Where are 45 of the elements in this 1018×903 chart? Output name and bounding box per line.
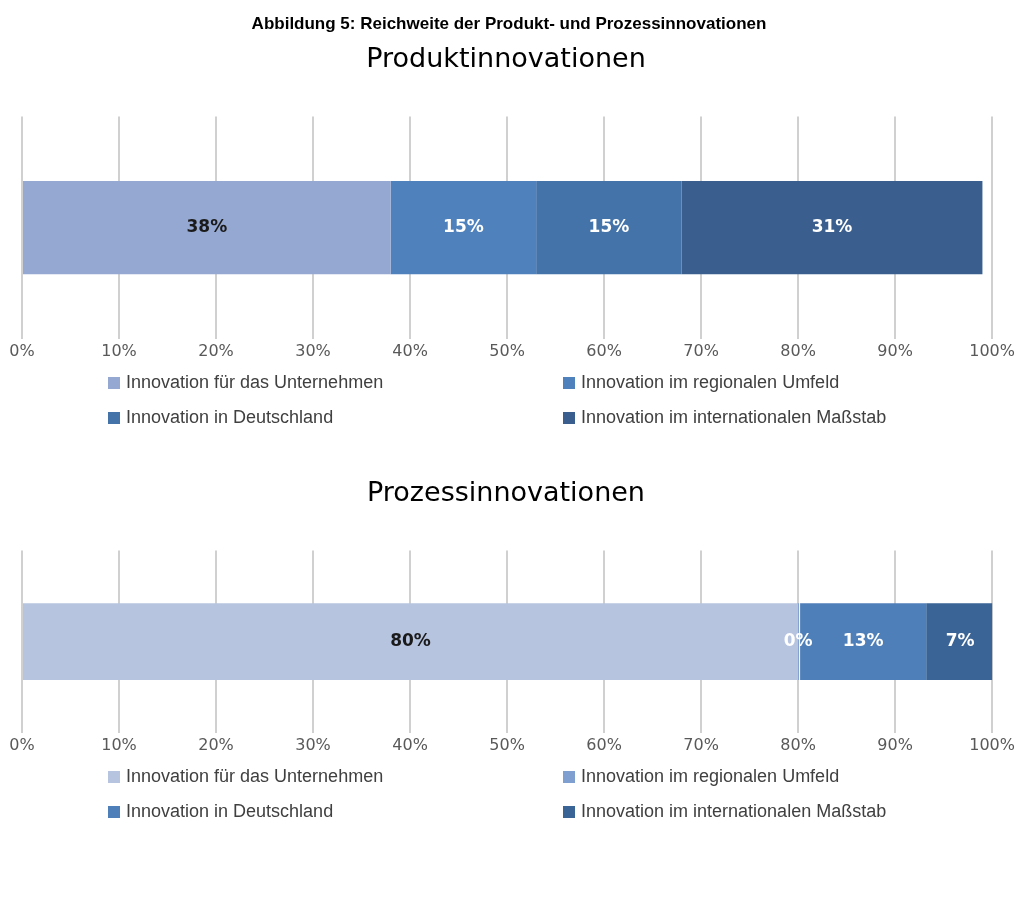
x-tick-label: 0%: [9, 340, 35, 360]
legend-label: Innovation im internationalen Maßstab: [581, 801, 887, 822]
data-label: 7%: [945, 630, 975, 651]
chart-subtitle: Produktinnovationen: [366, 42, 646, 74]
x-tick-label: 70%: [683, 340, 719, 360]
x-tick-label: 10%: [101, 734, 137, 754]
bar: [926, 603, 993, 680]
data-label: 15%: [588, 216, 630, 237]
legend-label: Innovation im regionalen Umfeld: [581, 372, 840, 393]
chart-subtitle: Prozessinnovationen: [367, 476, 645, 508]
x-tick-label: 90%: [877, 340, 913, 360]
data-label: 13%: [842, 630, 884, 651]
bar: [536, 180, 682, 275]
chart-title: Abbildung 5: Reichweite der Produkt- und Prozessinnovationen: [250, 14, 768, 34]
x-tick-label: 20%: [198, 734, 234, 754]
x-tick-label: 30%: [295, 734, 331, 754]
x-tick-label: 0%: [9, 734, 35, 754]
bar: [681, 180, 983, 275]
x-tick-label: 80%: [780, 340, 816, 360]
legend-label: Innovation für das Unternehmen: [126, 372, 384, 393]
data-label: 31%: [811, 216, 853, 237]
legend-label: Innovation in Deutschland: [126, 407, 334, 428]
x-tick-label: 80%: [780, 734, 816, 754]
x-tick-label: 100%: [969, 340, 1015, 360]
x-tick-label: 40%: [392, 734, 428, 754]
x-tick-label: 60%: [586, 340, 622, 360]
x-tick-label: 10%: [101, 340, 137, 360]
x-tick-label: 60%: [586, 734, 622, 754]
x-tick-label: 30%: [295, 340, 331, 360]
bar: [23, 180, 391, 275]
x-tick-label: 90%: [877, 734, 913, 754]
legend-label: Innovation im internationalen Maßstab: [581, 407, 887, 428]
x-tick-label: 70%: [683, 734, 719, 754]
data-label: 80%: [390, 630, 431, 651]
x-tick-label: 50%: [489, 734, 525, 754]
legend-label: Innovation für das Unternehmen: [126, 766, 384, 787]
x-tick-label: 50%: [489, 340, 525, 360]
x-tick-label: 40%: [392, 340, 428, 360]
x-tick-label: 100%: [969, 734, 1015, 754]
legend-label: Innovation im regionalen Umfeld: [581, 766, 840, 787]
data-label: 38%: [186, 216, 228, 237]
data-label: 15%: [443, 216, 484, 237]
legend-label: Innovation in Deutschland: [126, 801, 334, 822]
x-tick-label: 20%: [198, 340, 234, 360]
bar: [390, 180, 537, 275]
